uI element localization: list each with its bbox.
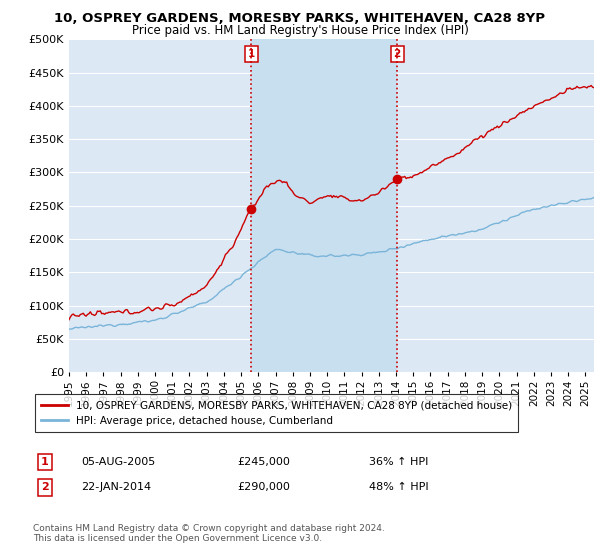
- Text: 05-AUG-2005: 05-AUG-2005: [81, 457, 155, 467]
- Text: £290,000: £290,000: [237, 482, 290, 492]
- Text: 2: 2: [394, 49, 401, 59]
- Text: 36% ↑ HPI: 36% ↑ HPI: [369, 457, 428, 467]
- Text: 10, OSPREY GARDENS, MORESBY PARKS, WHITEHAVEN, CA28 8YP: 10, OSPREY GARDENS, MORESBY PARKS, WHITE…: [55, 12, 545, 25]
- Text: Price paid vs. HM Land Registry's House Price Index (HPI): Price paid vs. HM Land Registry's House …: [131, 24, 469, 36]
- Text: 22-JAN-2014: 22-JAN-2014: [81, 482, 151, 492]
- Text: 2: 2: [41, 482, 49, 492]
- Text: Contains HM Land Registry data © Crown copyright and database right 2024.
This d: Contains HM Land Registry data © Crown c…: [33, 524, 385, 543]
- Legend: 10, OSPREY GARDENS, MORESBY PARKS, WHITEHAVEN, CA28 8YP (detached house), HPI: A: 10, OSPREY GARDENS, MORESBY PARKS, WHITE…: [35, 394, 518, 432]
- Bar: [251, 39, 397, 372]
- Text: 48% ↑ HPI: 48% ↑ HPI: [369, 482, 428, 492]
- Text: 1: 1: [41, 457, 49, 467]
- Text: £245,000: £245,000: [237, 457, 290, 467]
- Text: 1: 1: [248, 49, 255, 59]
